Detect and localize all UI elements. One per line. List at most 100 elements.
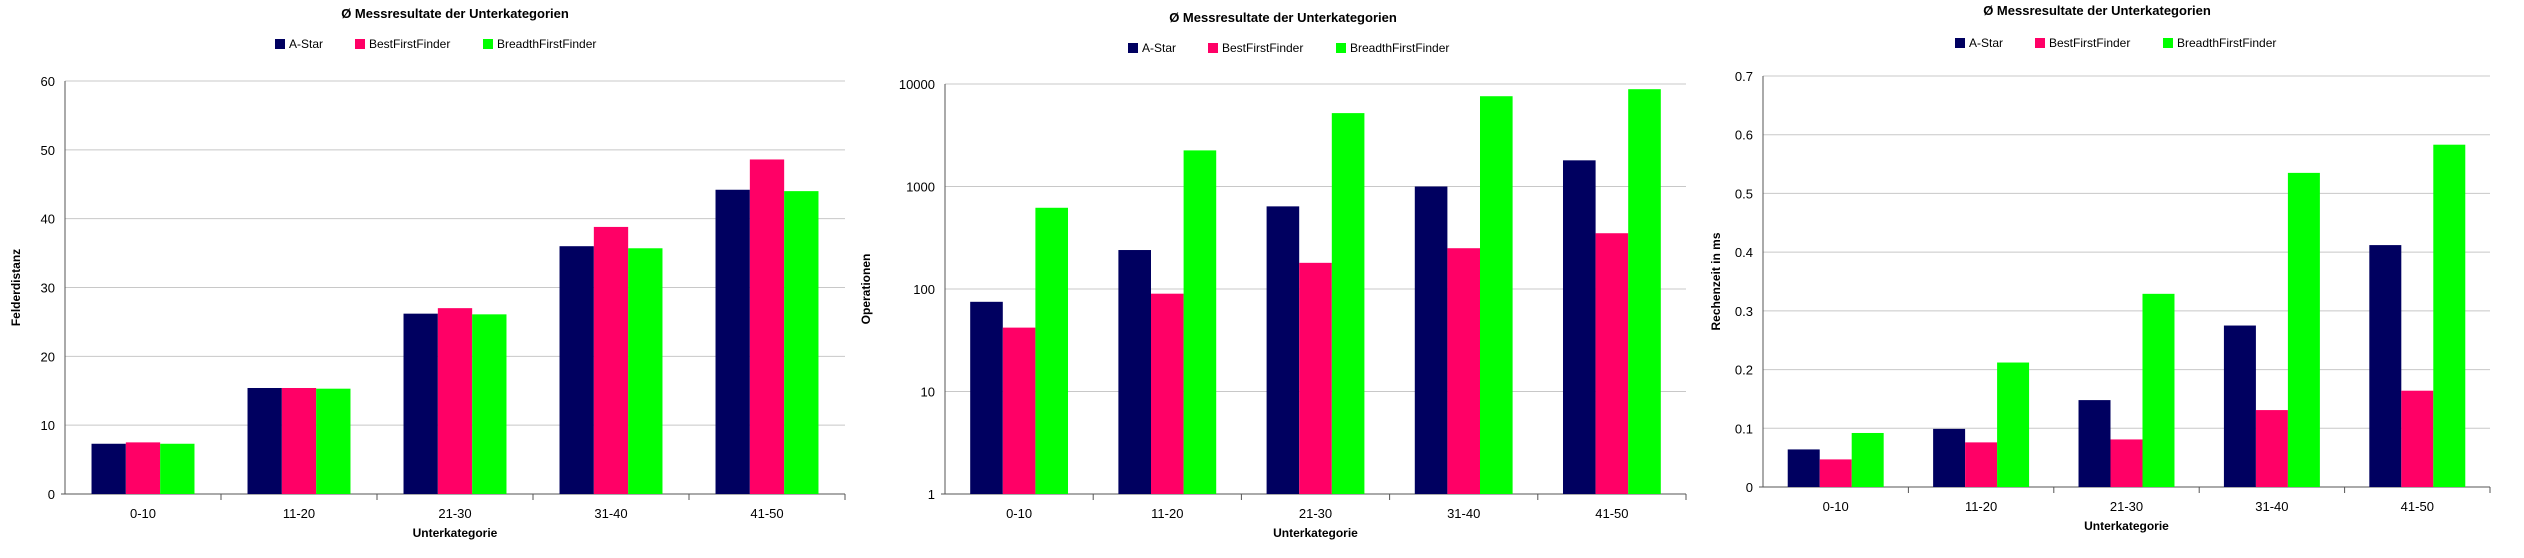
bar-breadthfirstfinder-11-20 xyxy=(316,388,351,494)
legend-label: A-Star xyxy=(1142,41,1176,55)
legend: A-Star BestFirstFinder BreadthFirstFinder xyxy=(1955,36,2276,50)
x-tick-label: 11-20 xyxy=(1151,506,1183,521)
bar-bestfirstfinder-21-30 xyxy=(1299,262,1332,494)
legend-label: BreadthFirstFinder xyxy=(1350,41,1449,55)
y-axis-title: Felderdistanz xyxy=(9,249,23,326)
y-tick-label: 0.4 xyxy=(1735,245,1753,260)
bar-a-star-0-10 xyxy=(1787,449,1820,487)
legend-label: A-Star xyxy=(1969,36,2003,50)
bar-breadthfirstfinder-21-30 xyxy=(2142,293,2175,487)
bar-bestfirstfinder-41-50 xyxy=(2401,390,2434,487)
bar-breadthfirstfinder-11-20 xyxy=(1997,362,2030,487)
y-tick-label: 100 xyxy=(913,282,935,297)
bar-bestfirstfinder-0-10 xyxy=(1819,459,1852,487)
bar-bestfirstfinder-21-30 xyxy=(2110,439,2143,487)
chart-2: Ø Messresultate der Unterkategorien A-Sta… xyxy=(859,10,1687,540)
x-tick-label: 41-50 xyxy=(2401,499,2434,514)
y-tick-label: 0.1 xyxy=(1735,421,1753,436)
bar-bestfirstfinder-11-20 xyxy=(281,387,317,494)
bar-a-star-21-30 xyxy=(403,313,438,494)
bar-a-star-11-20 xyxy=(1118,250,1151,494)
legend-swatch-breadthfirstfinder xyxy=(483,39,493,49)
legend-swatch-bestfirstfinder xyxy=(2035,38,2045,48)
y-tick-label: 1 xyxy=(928,487,935,502)
bar-bestfirstfinder-31-40 xyxy=(2255,410,2288,487)
y-tick-label: 0.3 xyxy=(1735,304,1753,319)
bar-breadthfirstfinder-41-50 xyxy=(2433,144,2466,487)
y-axis-title: Operationen xyxy=(859,254,873,325)
x-tick-label: 21-30 xyxy=(2110,499,2143,514)
legend-swatch-a-star xyxy=(1128,43,1138,53)
bar-breadthfirstfinder-31-40 xyxy=(628,248,663,494)
x-tick-label: 11-20 xyxy=(1965,499,1997,514)
x-tick-label: 0-10 xyxy=(1006,506,1032,521)
y-tick-label: 30 xyxy=(41,281,55,296)
x-tick-label: 41-50 xyxy=(1595,506,1628,521)
legend-label: A-Star xyxy=(289,37,323,51)
bar-breadthfirstfinder-21-30 xyxy=(1331,113,1365,495)
y-tick-label: 20 xyxy=(41,349,55,364)
x-tick-label: 21-30 xyxy=(438,506,471,521)
bar-breadthfirstfinder-0-10 xyxy=(1035,207,1069,494)
legend-swatch-a-star xyxy=(1955,38,1965,48)
legend-label: BreadthFirstFinder xyxy=(497,37,596,51)
chart-title: Ø Messresultate der Unterkategorien xyxy=(341,6,569,21)
legend-label: BestFirstFinder xyxy=(369,37,450,51)
bar-a-star-11-20 xyxy=(1933,428,1966,487)
bar-a-star-41-50 xyxy=(715,189,750,495)
legend-label: BreadthFirstFinder xyxy=(2177,36,2276,50)
bar-bestfirstfinder-11-20 xyxy=(1150,293,1184,494)
y-tick-label: 10000 xyxy=(899,77,935,92)
x-tick-label: 41-50 xyxy=(750,506,783,521)
bar-bestfirstfinder-0-10 xyxy=(1002,327,1036,494)
y-tick-label: 10 xyxy=(921,385,935,400)
x-tick-label: 31-40 xyxy=(1447,506,1480,521)
x-axis-title: Unterkategorie xyxy=(2084,519,2169,533)
bar-a-star-11-20 xyxy=(247,387,282,494)
legend-swatch-bestfirstfinder xyxy=(1208,43,1218,53)
bar-breadthfirstfinder-11-20 xyxy=(1183,150,1217,494)
y-tick-label: 0.2 xyxy=(1735,363,1753,378)
bar-bestfirstfinder-31-40 xyxy=(593,226,629,494)
legend-swatch-breadthfirstfinder xyxy=(2163,38,2173,48)
y-tick-label: 50 xyxy=(41,143,55,158)
y-tick-label: 0.5 xyxy=(1735,186,1753,201)
bar-bestfirstfinder-11-20 xyxy=(1965,442,1998,487)
bar-breadthfirstfinder-21-30 xyxy=(472,314,507,494)
legend-label: BestFirstFinder xyxy=(2049,36,2130,50)
y-tick-label: 0.6 xyxy=(1735,128,1753,143)
bar-a-star-41-50 xyxy=(1562,160,1596,494)
legend: A-Star BestFirstFinder BreadthFirstFinder xyxy=(275,37,596,51)
x-tick-label: 21-30 xyxy=(1299,506,1332,521)
legend-swatch-breadthfirstfinder xyxy=(1336,43,1346,53)
bar-breadthfirstfinder-41-50 xyxy=(784,191,819,494)
y-tick-label: 60 xyxy=(41,74,55,89)
bar-a-star-21-30 xyxy=(2078,400,2111,487)
bar-breadthfirstfinder-31-40 xyxy=(1480,96,1513,494)
legend-swatch-a-star xyxy=(275,39,285,49)
y-tick-label: 0.7 xyxy=(1735,69,1753,84)
y-tick-label: 1000 xyxy=(906,180,935,195)
bar-a-star-31-40 xyxy=(1414,186,1448,494)
bar-bestfirstfinder-0-10 xyxy=(125,442,161,494)
chart-title: Ø Messresultate der Unterkategorien xyxy=(1983,3,2211,18)
y-axis-title: Rechenzeit in ms xyxy=(1709,232,1723,330)
x-tick-label: 31-40 xyxy=(2255,499,2288,514)
x-tick-label: 31-40 xyxy=(594,506,627,521)
bar-bestfirstfinder-31-40 xyxy=(1447,248,1481,494)
y-tick-label: 0 xyxy=(48,487,55,502)
bar-a-star-41-50 xyxy=(2369,245,2402,487)
bar-breadthfirstfinder-41-50 xyxy=(1628,89,1661,494)
legend-label: BestFirstFinder xyxy=(1222,41,1303,55)
x-axis-title: Unterkategorie xyxy=(413,526,498,540)
bar-a-star-31-40 xyxy=(2223,325,2256,487)
bar-a-star-0-10 xyxy=(91,443,126,494)
x-tick-label: 11-20 xyxy=(283,506,315,521)
x-tick-label: 0-10 xyxy=(1823,499,1849,514)
legend: A-Star BestFirstFinder BreadthFirstFinder xyxy=(1128,41,1449,55)
bar-a-star-21-30 xyxy=(1266,206,1300,494)
y-tick-label: 40 xyxy=(41,212,55,227)
bar-bestfirstfinder-21-30 xyxy=(437,308,473,494)
bar-bestfirstfinder-41-50 xyxy=(1595,233,1629,494)
